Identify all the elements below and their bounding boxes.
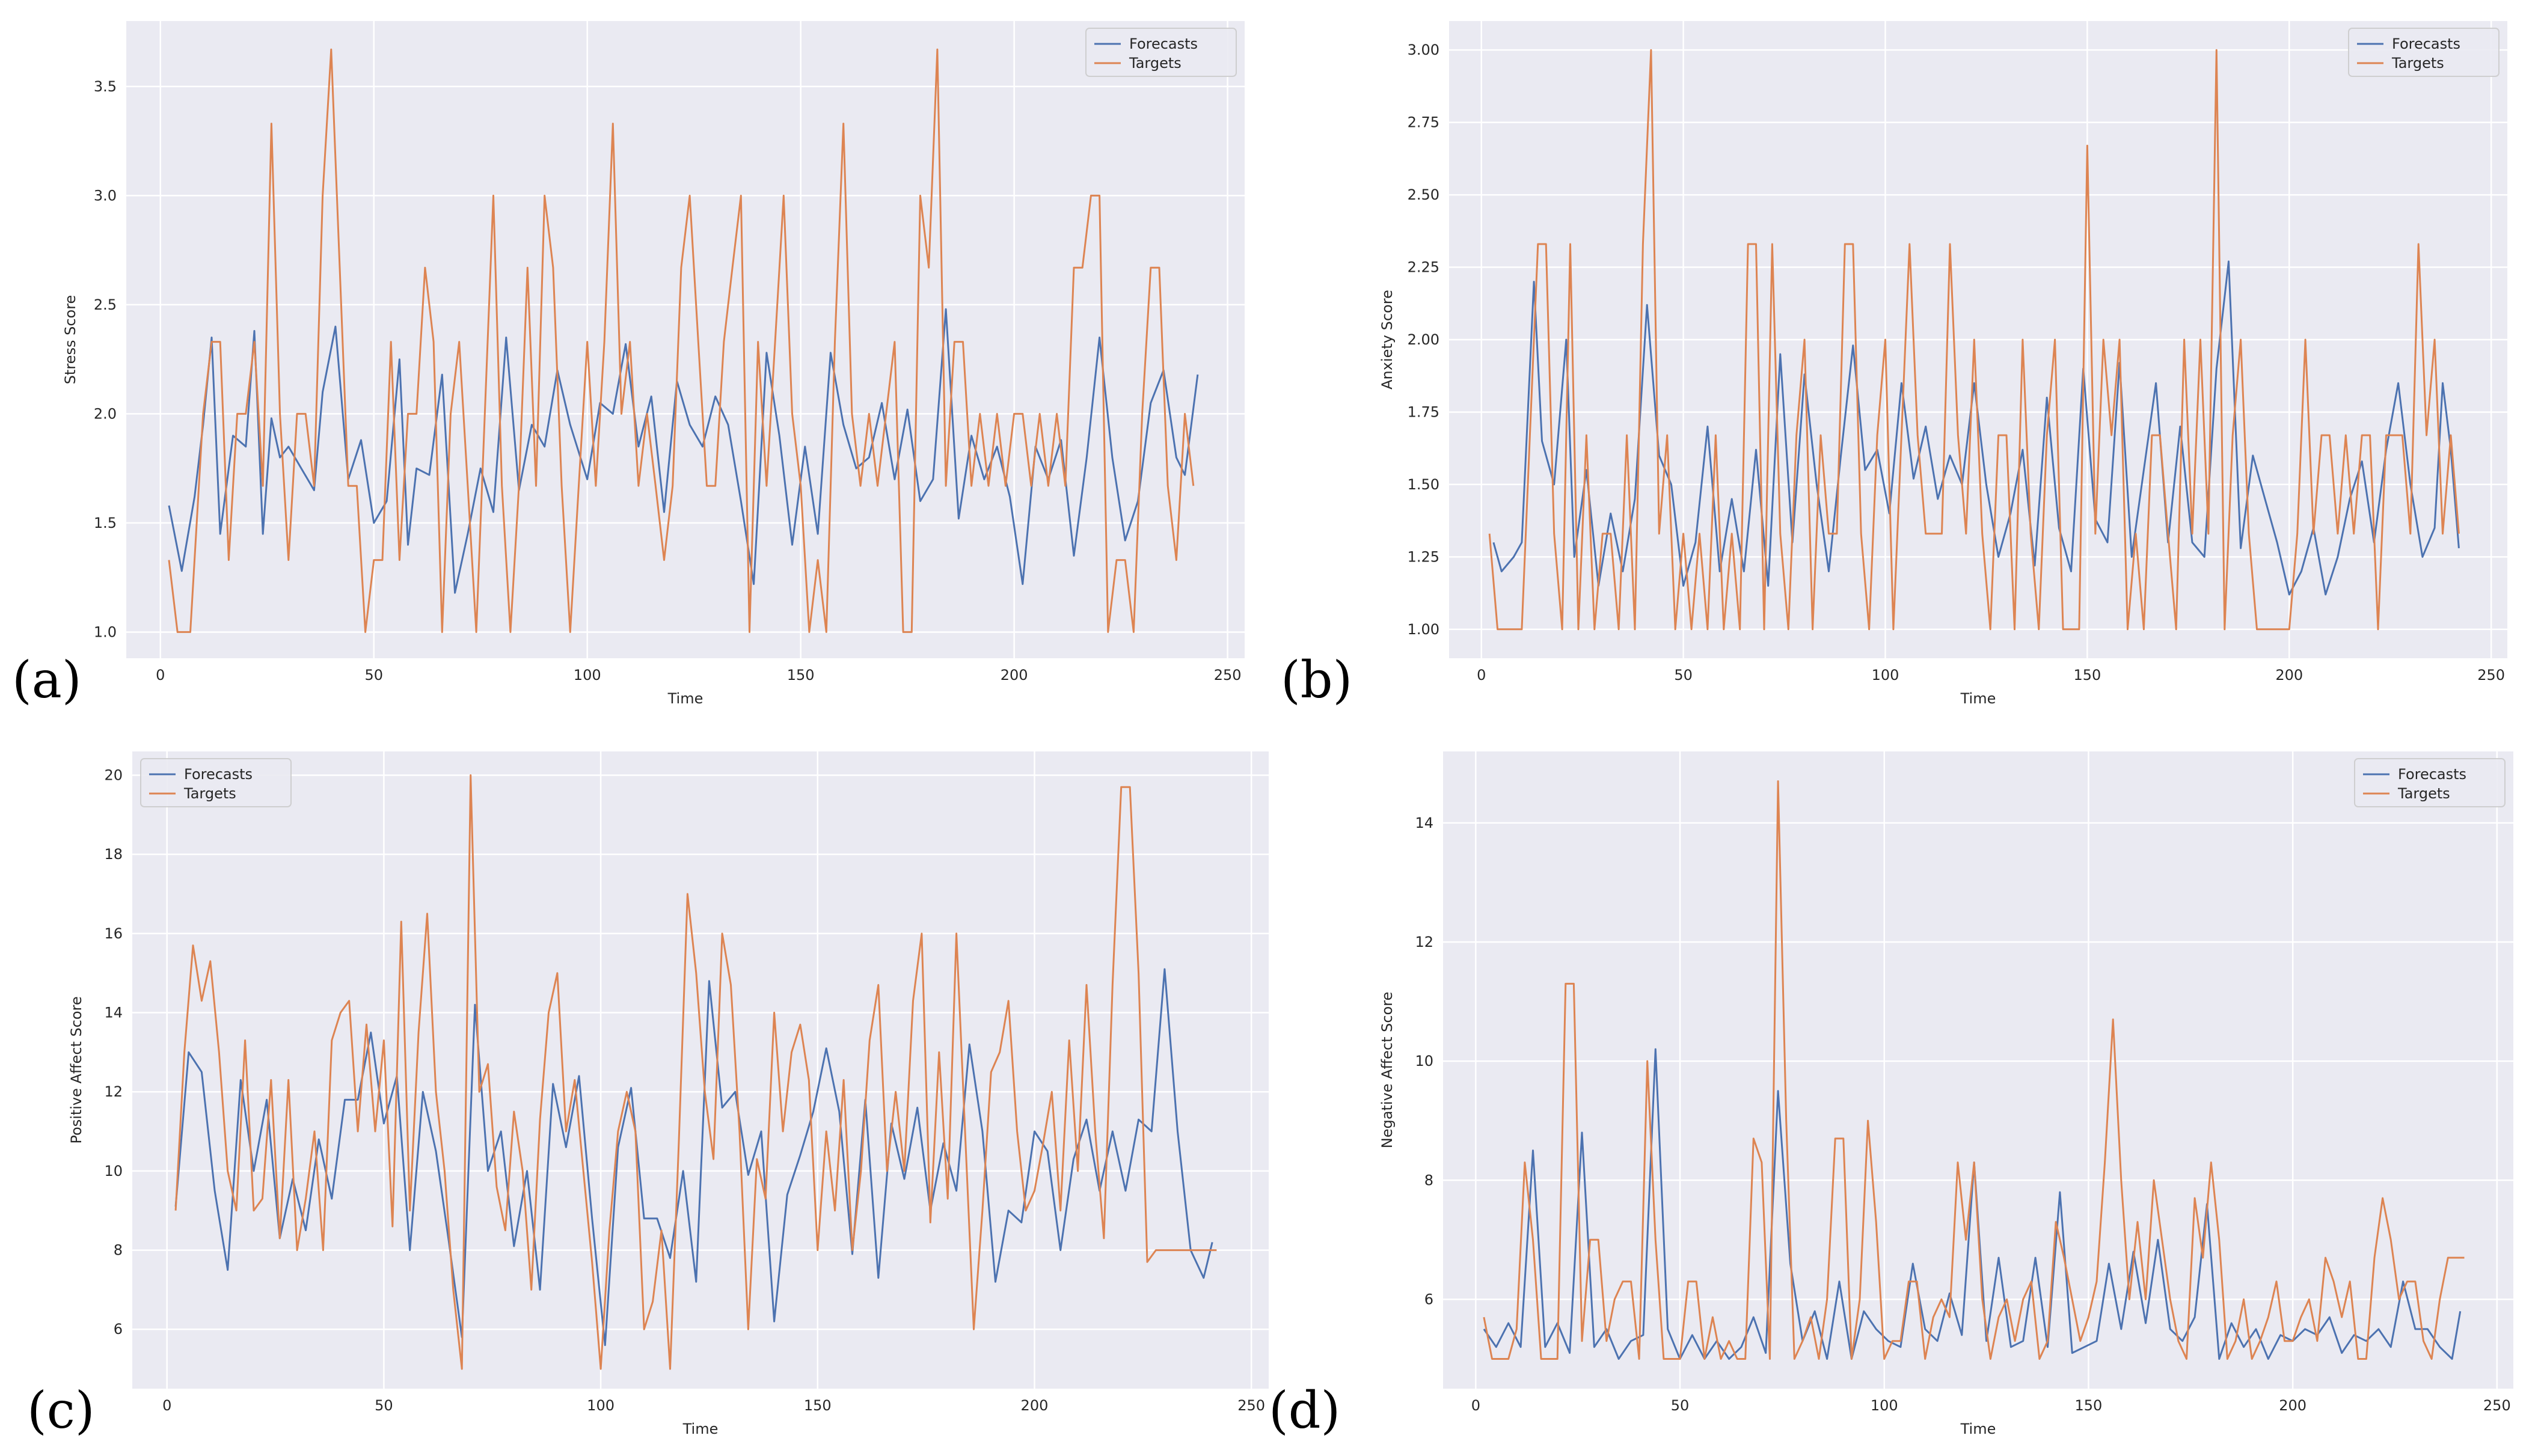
positive-affect-score-chart: 0 50 100 150 200 250 6 8 10 12 14 16 18 20 Time Positiv… <box>68 751 1269 1437</box>
legend-label-forecasts: Forecasts <box>2398 766 2466 783</box>
panel-label-b: (b) <box>1281 650 1353 709</box>
legend-label-forecasts: Forecasts <box>184 766 253 783</box>
y-tick-label: 1.00 <box>1408 621 1439 638</box>
legend-label-targets: Targets <box>1129 55 1182 72</box>
series-line-targets <box>174 774 1217 1370</box>
legend-label-targets: Targets <box>183 785 236 802</box>
plot-area <box>132 751 1269 1389</box>
x-tick-label: 100 <box>574 667 601 684</box>
chart-panel-a: 0 50 100 150 200 250 1.0 1.5 2.0 2.5 3.0 3.5 Time Str… <box>54 0 1281 715</box>
negative-affect-score-chart: 0 50 100 150 200 250 6 8 10 12 14 Time Negative Affe… <box>1379 751 2513 1437</box>
stress-score-chart: 0 50 100 150 200 250 1.0 1.5 2.0 2.5 3.0 3.5 Time Str… <box>62 21 1245 707</box>
y-tick-label: 3.5 <box>94 78 117 95</box>
chart-panel-b: 0 50 100 150 200 250 1.00 1.25 1.50 1.75 2.00 2.25 2… <box>1329 0 2541 715</box>
legend-label-targets: Targets <box>2391 55 2444 72</box>
x-tick-label: 0 <box>156 667 165 684</box>
legend: Forecasts Targets <box>2354 758 2506 807</box>
legend-label-forecasts: Forecasts <box>2392 35 2460 52</box>
x-tick-label: 250 <box>2483 1397 2511 1414</box>
legend: Forecasts Targets <box>2348 28 2500 77</box>
y-tick-label: 2.50 <box>1408 186 1439 203</box>
y-tick-label: 18 <box>104 846 123 863</box>
series-line-targets <box>1483 780 2465 1360</box>
series-line-forecasts <box>1492 260 2460 596</box>
y-tick-label: 1.75 <box>1408 403 1439 420</box>
series-line-targets <box>168 48 1195 633</box>
x-tick-label: 150 <box>804 1397 832 1414</box>
x-tick-label: 150 <box>2075 1397 2103 1414</box>
legend-box <box>2348 28 2500 77</box>
y-tick-label: 14 <box>104 1005 123 1021</box>
y-tick-label: 3.0 <box>94 187 117 204</box>
y-tick-label: 8 <box>114 1242 123 1259</box>
x-tick-label: 100 <box>1872 667 1899 684</box>
panel-label-a: (a) <box>12 650 82 709</box>
x-axis-label: Time <box>1960 690 1996 707</box>
y-tick-label: 20 <box>104 767 123 784</box>
x-tick-label: 50 <box>364 667 383 684</box>
y-tick-label: 2.75 <box>1408 114 1439 131</box>
x-tick-label: 0 <box>162 1397 171 1414</box>
x-tick-label: 0 <box>1477 667 1486 684</box>
x-tick-label: 100 <box>587 1397 615 1414</box>
legend: Forecasts Targets <box>1085 28 1237 77</box>
y-tick-label: 3.00 <box>1408 41 1439 58</box>
y-tick-label: 2.0 <box>94 405 117 422</box>
y-tick-label: 1.50 <box>1408 476 1439 493</box>
x-tick-label: 50 <box>1674 667 1693 684</box>
legend: Forecasts Targets <box>140 758 292 807</box>
y-tick-label: 10 <box>1415 1053 1433 1069</box>
y-axis-label: Anxiety Score <box>1379 290 1396 390</box>
series-line-targets <box>1488 49 2460 631</box>
x-tick-label: 150 <box>787 667 815 684</box>
y-tick-label: 2.00 <box>1408 331 1439 348</box>
y-tick-label: 1.0 <box>94 623 117 640</box>
y-axis-label: Positive Affect Score <box>68 996 85 1143</box>
x-tick-label: 50 <box>375 1397 393 1414</box>
panel-label-d: (d) <box>1269 1381 1341 1440</box>
y-tick-label: 14 <box>1415 815 1433 831</box>
x-tick-label: 250 <box>1214 667 1242 684</box>
legend-box <box>1085 28 1237 77</box>
y-tick-label: 6 <box>1424 1291 1433 1308</box>
x-tick-label: 200 <box>1021 1397 1049 1414</box>
chart-panel-d: 0 50 100 150 200 250 6 8 10 12 14 Time Negative Affe… <box>1329 730 2541 1456</box>
legend-label-targets: Targets <box>2397 785 2450 802</box>
x-tick-label: 150 <box>2073 667 2101 684</box>
y-tick-label: 1.5 <box>94 515 117 531</box>
y-tick-label: 10 <box>104 1163 123 1179</box>
x-tick-label: 200 <box>2279 1397 2307 1414</box>
y-axis-label: Negative Affect Score <box>1379 992 1396 1149</box>
y-tick-label: 12 <box>104 1083 123 1100</box>
y-tick-label: 16 <box>104 925 123 942</box>
y-axis-label: Stress Score <box>62 295 79 385</box>
y-tick-label: 8 <box>1424 1172 1433 1188</box>
legend-label-forecasts: Forecasts <box>1129 35 1198 52</box>
plot-area <box>1443 751 2513 1389</box>
x-tick-label: 250 <box>2477 667 2505 684</box>
y-tick-label: 2.5 <box>94 296 117 313</box>
series-line-forecasts <box>168 308 1199 594</box>
legend-box <box>140 758 292 807</box>
y-tick-label: 1.25 <box>1408 548 1439 565</box>
plot-area <box>126 21 1245 658</box>
x-axis-label: Time <box>667 690 703 707</box>
y-tick-label: 6 <box>114 1321 123 1338</box>
x-tick-label: 100 <box>1871 1397 1898 1414</box>
y-tick-label: 2.25 <box>1408 259 1439 276</box>
x-axis-label: Time <box>682 1421 719 1437</box>
chart-panel-c: 0 50 100 150 200 250 6 8 10 12 14 16 18 20 Time Positiv… <box>54 730 1281 1456</box>
x-tick-label: 50 <box>1671 1397 1690 1414</box>
x-tick-label: 200 <box>2275 667 2303 684</box>
anxiety-score-chart: 0 50 100 150 200 250 1.00 1.25 1.50 1.75 2.00 2.25 2… <box>1379 21 2507 707</box>
legend-box <box>2354 758 2506 807</box>
x-tick-label: 200 <box>1001 667 1028 684</box>
x-axis-label: Time <box>1960 1421 1996 1437</box>
y-tick-label: 12 <box>1415 934 1433 950</box>
x-tick-label: 0 <box>1471 1397 1480 1414</box>
x-tick-label: 250 <box>1237 1397 1265 1414</box>
panel-label-c: (c) <box>27 1381 95 1440</box>
